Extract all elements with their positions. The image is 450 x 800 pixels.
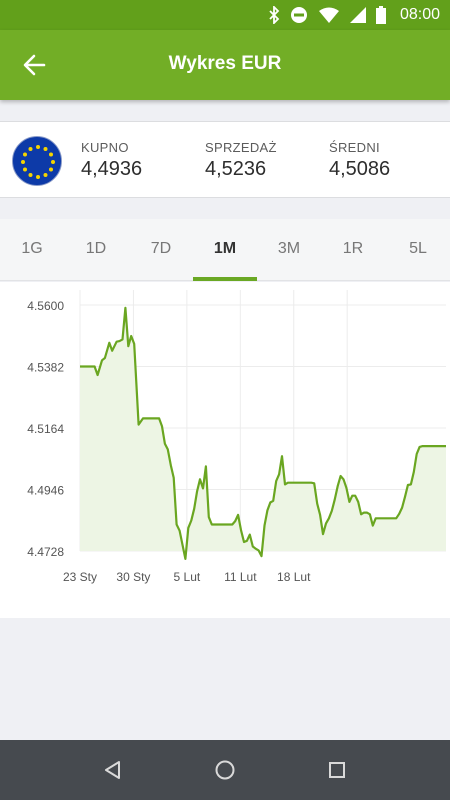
y-tick-label: 4.5600	[27, 299, 64, 313]
tab-1g-label: 1G	[21, 240, 43, 257]
x-tick-label: 5 Lut	[174, 570, 201, 584]
tab-1r-label: 1R	[342, 240, 364, 257]
rate-sell: SPRZEDAŻ 4,5236	[205, 140, 277, 181]
tab-7d[interactable]: 7D	[129, 219, 193, 281]
tab-3m[interactable]: 3M	[257, 219, 321, 281]
rates-card: KUPNO 4,4936 SPRZEDAŻ 4,5236 ŚREDNI 4,50…	[0, 121, 450, 198]
rate-buy-value: 4,4936	[81, 158, 143, 180]
tab-5l[interactable]: 5L	[386, 219, 450, 281]
period-tabs: 1G 1D 7D 1M 3M 1R 5L	[0, 219, 450, 281]
tab-1d-label: 1D	[85, 240, 107, 257]
status-bar: 08:00	[0, 0, 450, 30]
x-tick-label: 23 Sty	[63, 570, 97, 584]
rate-buy-label: KUPNO	[81, 140, 129, 155]
flag-star	[23, 152, 27, 157]
rate-sell-value: 4,5236	[205, 158, 267, 180]
nav-recents-button[interactable]	[322, 755, 352, 785]
system-nav-bar	[0, 740, 450, 800]
flag-star	[49, 152, 53, 157]
signal-icon	[349, 7, 366, 23]
y-tick-label: 4.5382	[27, 361, 64, 375]
page-title: Wykres EUR	[168, 53, 282, 74]
flag-star	[28, 173, 33, 177]
x-tick-label: 30 Sty	[116, 570, 150, 584]
tab-5l-label: 5L	[409, 240, 427, 257]
flag-star	[21, 160, 25, 164]
bluetooth-icon	[269, 6, 280, 24]
flag-star	[36, 175, 40, 179]
tab-1m[interactable]: 1M	[193, 219, 257, 281]
app-bar: Wykres EUR	[0, 30, 450, 100]
flag-star	[43, 173, 48, 177]
tab-7d-label: 7D	[150, 240, 172, 257]
y-tick-label: 4.5164	[27, 422, 64, 436]
nav-back-button[interactable]	[98, 755, 128, 785]
flag-star	[49, 167, 53, 172]
tab-1r[interactable]: 1R	[321, 219, 385, 281]
back-button[interactable]	[18, 50, 52, 80]
arrow-left-icon	[23, 54, 46, 76]
recents-square-icon	[329, 762, 345, 778]
home-circle-icon	[215, 760, 235, 780]
flag-star	[43, 147, 48, 151]
y-tick-label: 4.4946	[27, 484, 64, 498]
series-line	[80, 306, 446, 560]
status-time: 08:00	[399, 6, 440, 23]
tab-1g[interactable]: 1G	[0, 219, 64, 281]
battery-icon	[375, 6, 386, 24]
rate-sell-label: SPRZEDAŻ	[205, 140, 277, 155]
flag-star	[23, 167, 27, 172]
tab-1m-label: 1M	[213, 240, 237, 257]
flag-star	[51, 160, 55, 164]
wifi-icon	[318, 7, 339, 23]
flag-star	[28, 147, 33, 151]
rate-mid-value: 4,5086	[329, 158, 391, 180]
flag-star	[36, 145, 40, 149]
tab-1d[interactable]: 1D	[64, 219, 128, 281]
back-triangle-icon	[105, 761, 120, 779]
eu-flag-icon	[12, 136, 62, 186]
rate-chart: 4.5600 4.5382 4.5164 4.4946 4.4728 23 Sty 30 S…	[0, 282, 450, 618]
active-tab-indicator	[193, 277, 257, 281]
rate-mid-label: ŚREDNI	[329, 140, 380, 155]
x-tick-label: 18 Lut	[277, 570, 311, 584]
x-tick-label: 11 Lut	[224, 570, 257, 584]
y-tick-label: 4.4728	[27, 545, 64, 559]
tab-3m-label: 3M	[277, 240, 301, 257]
rate-buy: KUPNO 4,4936	[81, 140, 142, 181]
do-not-disturb-icon	[290, 7, 307, 23]
chart-svg: 4.5600 4.5382 4.5164 4.4946 4.4728 23 Sty 30 S…	[27, 290, 446, 584]
nav-home-button[interactable]	[210, 755, 240, 785]
rate-mid: ŚREDNI 4,5086	[329, 140, 390, 181]
